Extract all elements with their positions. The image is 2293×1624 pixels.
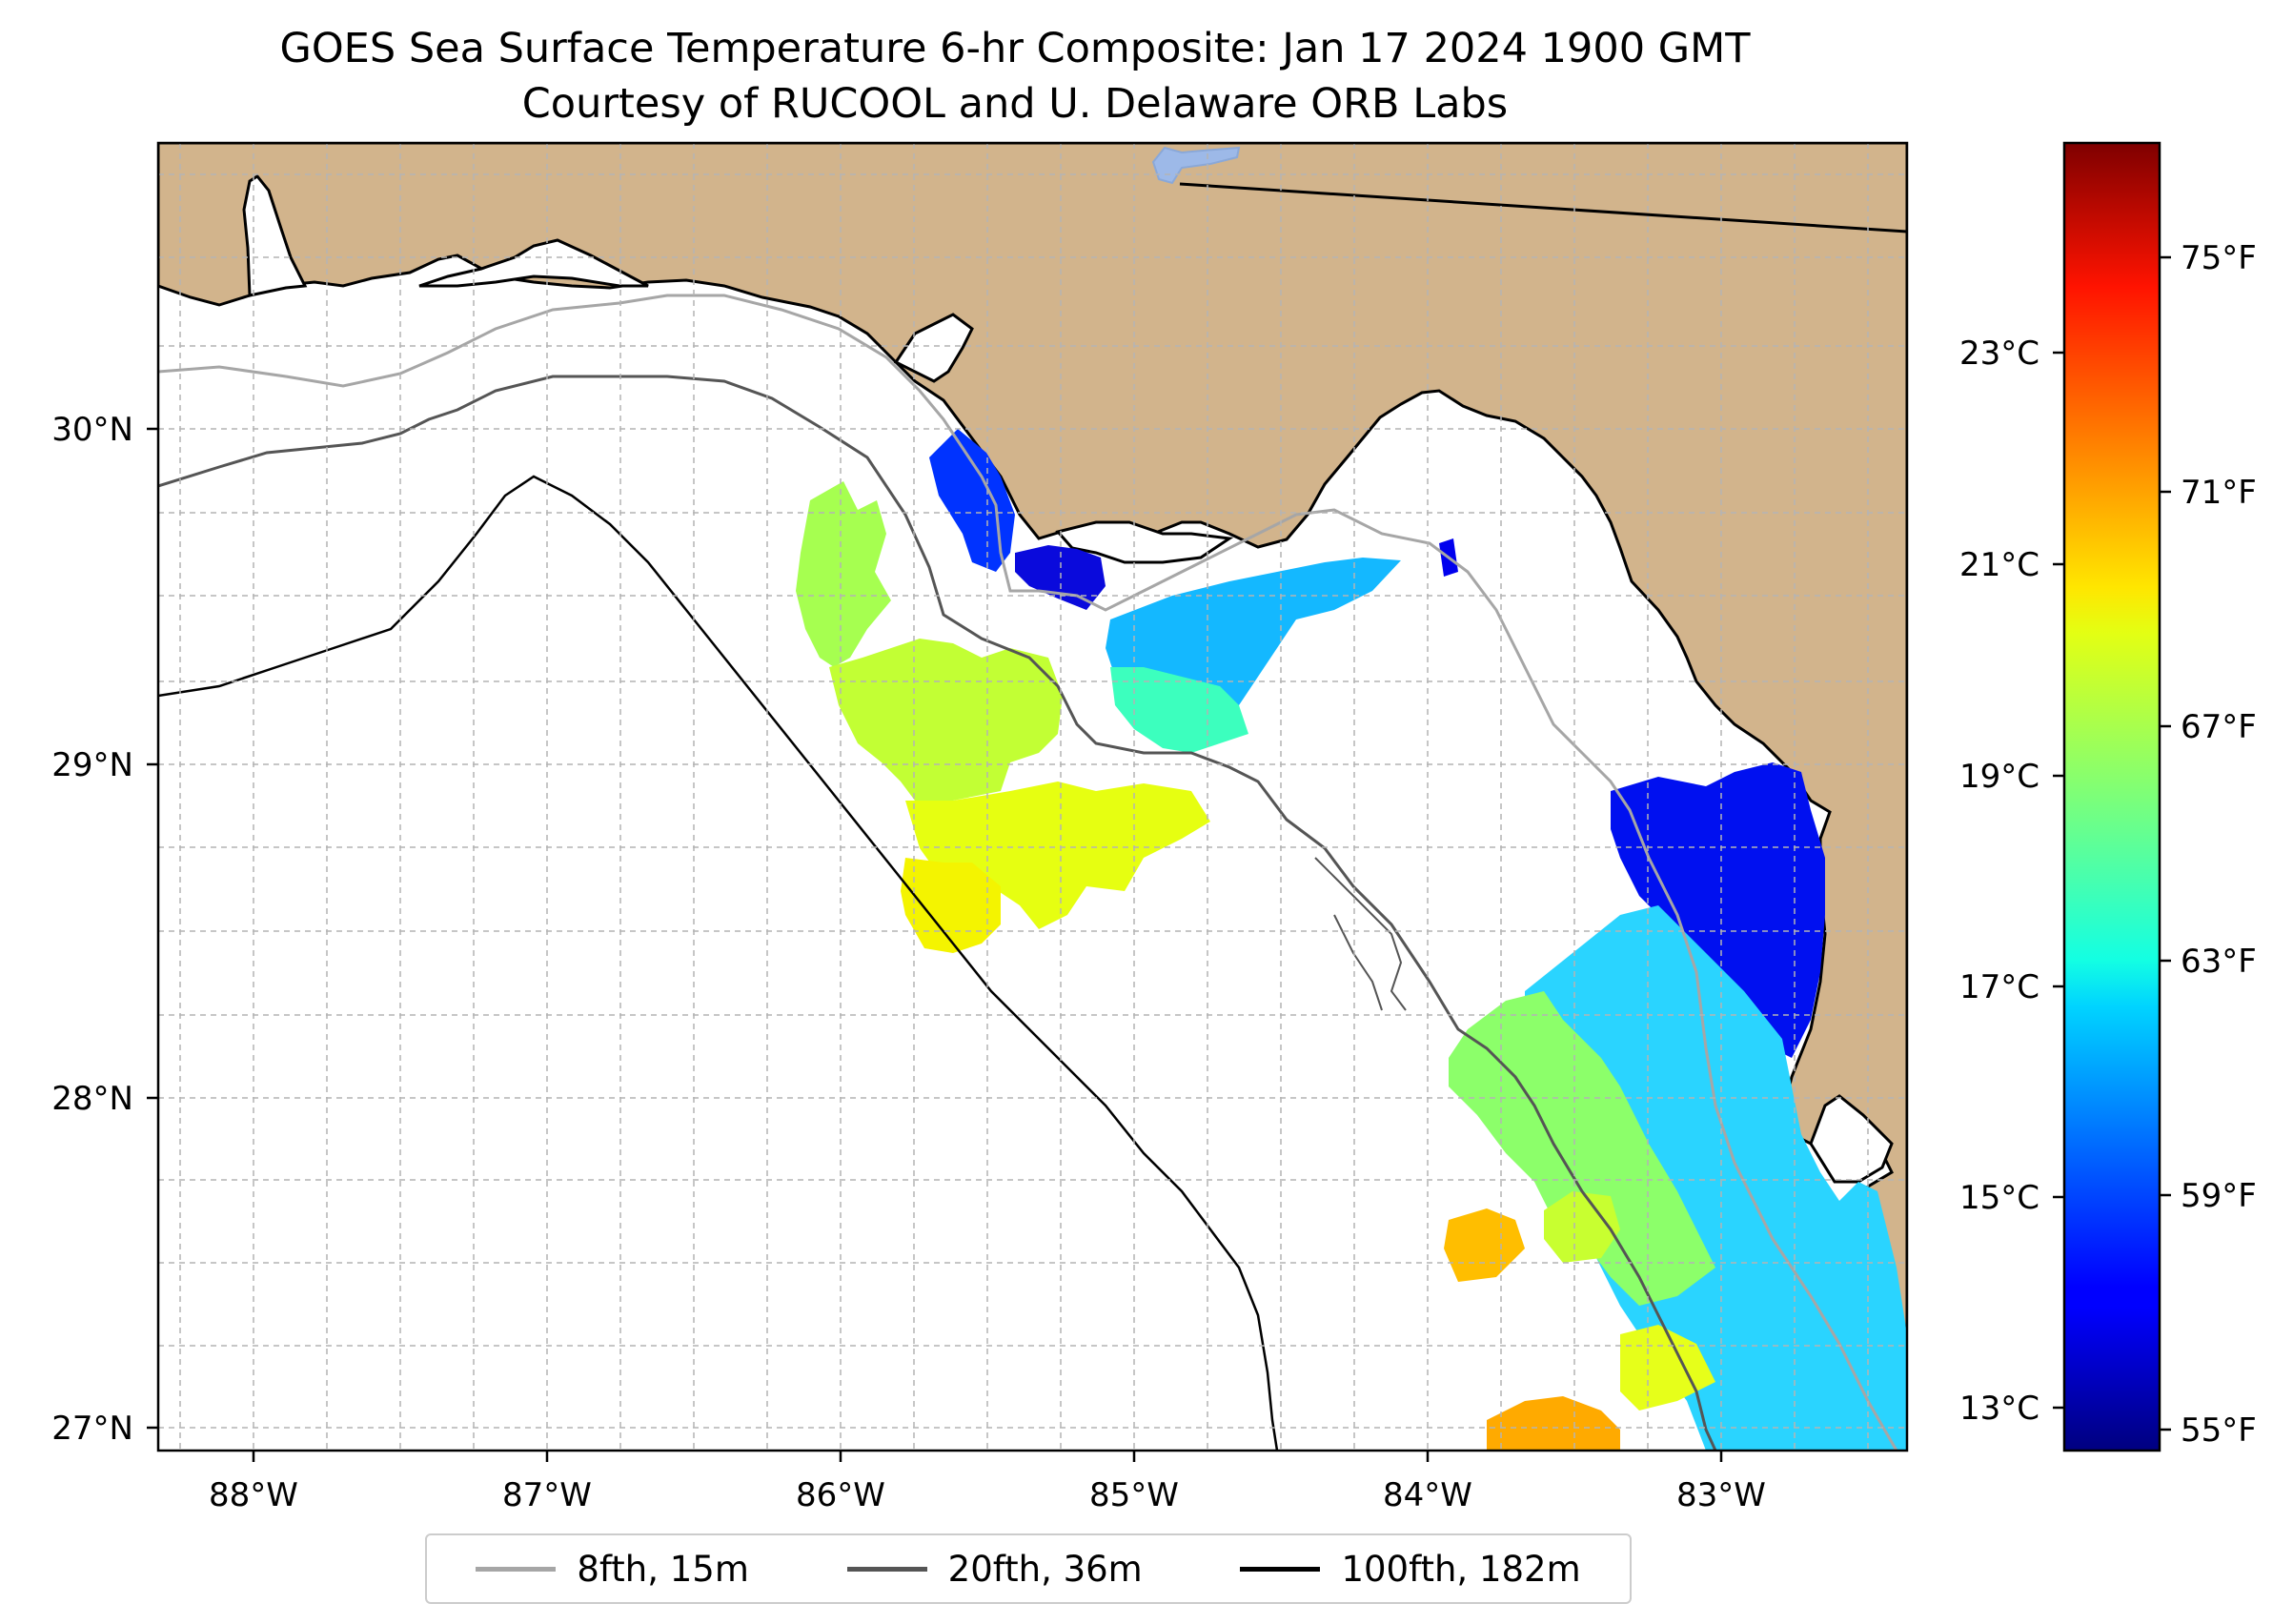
sst-patch-blue-small bbox=[929, 429, 1015, 572]
cbar-f-75: 75°F bbox=[2181, 239, 2257, 277]
legend-swatch-20fth bbox=[846, 1566, 927, 1572]
colorbar bbox=[2062, 141, 2161, 1452]
state-boundary bbox=[1179, 182, 1907, 233]
cbar-c-23: 23°C bbox=[1959, 335, 2039, 373]
contour-20fth bbox=[158, 375, 1717, 1451]
land-mobile-bay bbox=[242, 174, 308, 297]
cbar-f-63: 63°F bbox=[2181, 943, 2257, 981]
sst-patch-green-west bbox=[796, 481, 891, 667]
x-tick-84w: 84°W bbox=[1383, 1476, 1472, 1514]
sst-patch-green-south bbox=[1449, 991, 1715, 1306]
contour-legend: 8fth, 15m 20fth, 36m 100fth, 182m bbox=[425, 1533, 1632, 1604]
y-tick-30n: 30°N bbox=[51, 411, 133, 449]
legend-item-8fth: 8fth, 15m bbox=[476, 1549, 749, 1590]
cbar-f-55: 55°F bbox=[2181, 1411, 2257, 1450]
land-bays bbox=[418, 238, 649, 288]
sst-patch-lime-central bbox=[829, 639, 1063, 801]
cbar-f-71: 71°F bbox=[2181, 474, 2257, 512]
lake-seminole bbox=[1151, 146, 1241, 185]
map-frame bbox=[156, 141, 1909, 1452]
x-tick-85w: 85°W bbox=[1089, 1476, 1179, 1514]
cbar-f-59: 59°F bbox=[2181, 1177, 2257, 1215]
x-tick-88w: 88°W bbox=[209, 1476, 298, 1514]
y-tick-27n: 27°N bbox=[51, 1410, 133, 1448]
y-tick-29n: 29°N bbox=[51, 746, 133, 784]
map-title: GOES Sea Surface Temperature 6-hr Compos… bbox=[279, 25, 1751, 72]
sst-patch-lime-mid bbox=[1544, 1191, 1620, 1263]
y-tick-28n: 28°N bbox=[51, 1080, 133, 1118]
sst-patch-blue-eastshore bbox=[1611, 762, 1825, 1058]
cbar-c-21: 21°C bbox=[1959, 546, 2039, 584]
x-tick-87w: 87°W bbox=[502, 1476, 592, 1514]
legend-swatch-100fth bbox=[1240, 1566, 1321, 1572]
legend-label-100fth: 100fth, 182m bbox=[1341, 1548, 1581, 1590]
contour-cedar-keys bbox=[1314, 857, 1407, 1011]
cbar-f-67: 67°F bbox=[2181, 708, 2257, 746]
legend-label-8fth: 8fth, 15m bbox=[577, 1548, 749, 1590]
map-subtitle: Courtesy of RUCOOL and U. Delaware ORB L… bbox=[521, 80, 1509, 128]
axis-ticks bbox=[147, 427, 1723, 1462]
cbar-c-15: 15°C bbox=[1959, 1179, 2039, 1217]
cbar-c-13: 13°C bbox=[1959, 1390, 2039, 1428]
legend-item-100fth: 100fth, 182m bbox=[1240, 1548, 1581, 1590]
land-tampa-bay bbox=[1809, 1094, 1894, 1184]
legend-swatch-8fth bbox=[476, 1566, 557, 1572]
land-st-andrews bbox=[893, 313, 974, 383]
x-tick-86w: 86°W bbox=[796, 1476, 885, 1514]
sst-patch-yellow-southwest bbox=[901, 858, 1001, 953]
contour-8fth bbox=[158, 294, 1898, 1451]
legend-item-20fth: 20fth, 36m bbox=[846, 1548, 1143, 1590]
cbar-c-17: 17°C bbox=[1959, 968, 2039, 1006]
x-tick-83w: 83°W bbox=[1676, 1476, 1766, 1514]
sst-patch-teal-bigbend bbox=[1110, 667, 1248, 753]
sst-patch-orange-b bbox=[1487, 1396, 1620, 1451]
cbar-c-19: 19°C bbox=[1959, 758, 2039, 796]
land-apalachicola bbox=[1055, 520, 1234, 564]
sst-patch-gradient-south bbox=[1525, 905, 1907, 1451]
legend-label-20fth: 20fth, 36m bbox=[947, 1548, 1143, 1590]
colorbar-ticks bbox=[2053, 255, 2171, 1431]
map-grid bbox=[158, 143, 1907, 1451]
contour-100fth bbox=[158, 475, 1279, 1451]
